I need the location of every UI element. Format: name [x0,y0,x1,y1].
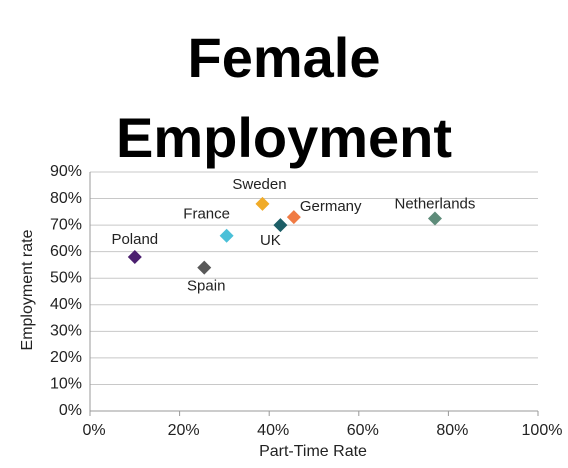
point [219,228,234,243]
y-tick-label: 20% [50,349,82,366]
data-label: Germany [300,198,362,215]
point [255,196,270,211]
point [286,210,301,225]
point [127,249,142,264]
y-tick-label: 60% [50,243,82,260]
y-tick-label: 50% [50,269,82,286]
x-tick-label: 0% [82,422,105,439]
data-label: Poland [111,231,158,248]
x-axis-label: Part-Time Rate [259,443,367,460]
data-label: Netherlands [395,195,476,212]
data-label: France [183,206,230,223]
x-tick-label: 20% [168,422,200,439]
y-tick-label: 80% [50,190,82,207]
data-label: Sweden [232,176,286,193]
x-tick-label: 60% [347,422,379,439]
point [273,218,288,233]
data-label: UK [260,232,281,249]
y-tick-label: 30% [50,323,82,340]
y-axis-label: Employment rate [19,229,36,350]
chart-title: Female Employment [115,26,453,169]
y-tick-label: 10% [50,376,82,393]
data-label: Spain [187,278,225,295]
point [427,211,442,226]
y-tick-label: 0% [59,402,82,419]
x-tick-label: 100% [522,422,563,439]
y-tick-label: 90% [50,163,82,180]
x-tick-label: 80% [436,422,468,439]
y-tick-label: 70% [50,216,82,233]
x-tick-label: 40% [257,422,289,439]
point [197,260,212,275]
y-tick-label: 40% [50,296,82,313]
